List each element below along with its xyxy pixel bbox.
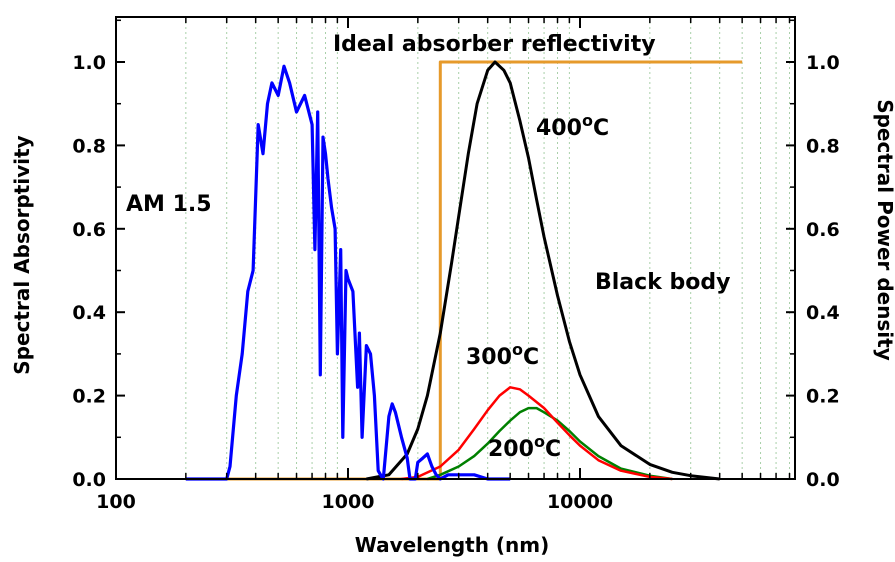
plot-frame xyxy=(115,16,796,480)
label-300c: 300oC xyxy=(466,340,539,370)
y-axis-title-left: Spectral Absorptivity xyxy=(10,135,34,374)
y-tick-label-right: 0.0 xyxy=(806,469,840,491)
x-tick-label: 1000 xyxy=(322,491,375,513)
label-200c-unit: C xyxy=(545,437,561,462)
label-200c-value: 200 xyxy=(488,437,534,462)
y-tick-label-right: 0.8 xyxy=(806,135,840,157)
grid-layer xyxy=(185,17,791,479)
label-400c-value: 400 xyxy=(536,116,582,141)
y-axis-title-right: Spectral Power density xyxy=(873,99,895,361)
ideal-absorber-label: Ideal absorber reflectivity xyxy=(333,32,656,57)
y-tick-label-left: 0.8 xyxy=(72,135,106,157)
series-line-am15 xyxy=(185,64,511,481)
label-300c-unit: C xyxy=(523,345,539,370)
black-body-label: Black body xyxy=(595,270,730,295)
am15-label: AM 1.5 xyxy=(126,192,212,217)
y-tick-label-right: 0.2 xyxy=(806,386,840,408)
label-400c-degree: o xyxy=(582,111,593,130)
x-tick-label: 100 xyxy=(96,491,136,513)
label-300c-value: 300 xyxy=(466,345,512,370)
label-400c-unit: C xyxy=(593,116,609,141)
series-line-bb200 xyxy=(427,406,673,481)
y-tick-label-left: 0.6 xyxy=(72,219,106,241)
label-200c: 200oC xyxy=(488,432,561,462)
y-tick-label-left: 0.0 xyxy=(72,469,106,491)
tick-layer: 100 1000 10000 0.0 0.0 0.2 0.2 0.4 0.4 0.6 0.6 0.8 0… xyxy=(72,17,840,513)
y-tick-label-left: 0.2 xyxy=(72,386,106,408)
label-300c-degree: o xyxy=(512,340,523,359)
x-tick-label: 10000 xyxy=(547,491,613,513)
label-400c: 400oC xyxy=(536,111,609,141)
y-tick-label-right: 0.6 xyxy=(806,219,840,241)
series-line-bb300 xyxy=(401,386,673,481)
x-axis-title: Wavelength (nm) xyxy=(355,533,550,557)
y-tick-label-right: 0.4 xyxy=(806,302,840,324)
y-tick-label-right: 1.0 xyxy=(806,52,840,74)
y-tick-label-left: 1.0 xyxy=(72,52,106,74)
label-200c-degree: o xyxy=(534,432,545,451)
series-line-bb400 xyxy=(366,60,720,481)
y-tick-label-left: 0.4 xyxy=(72,302,106,324)
